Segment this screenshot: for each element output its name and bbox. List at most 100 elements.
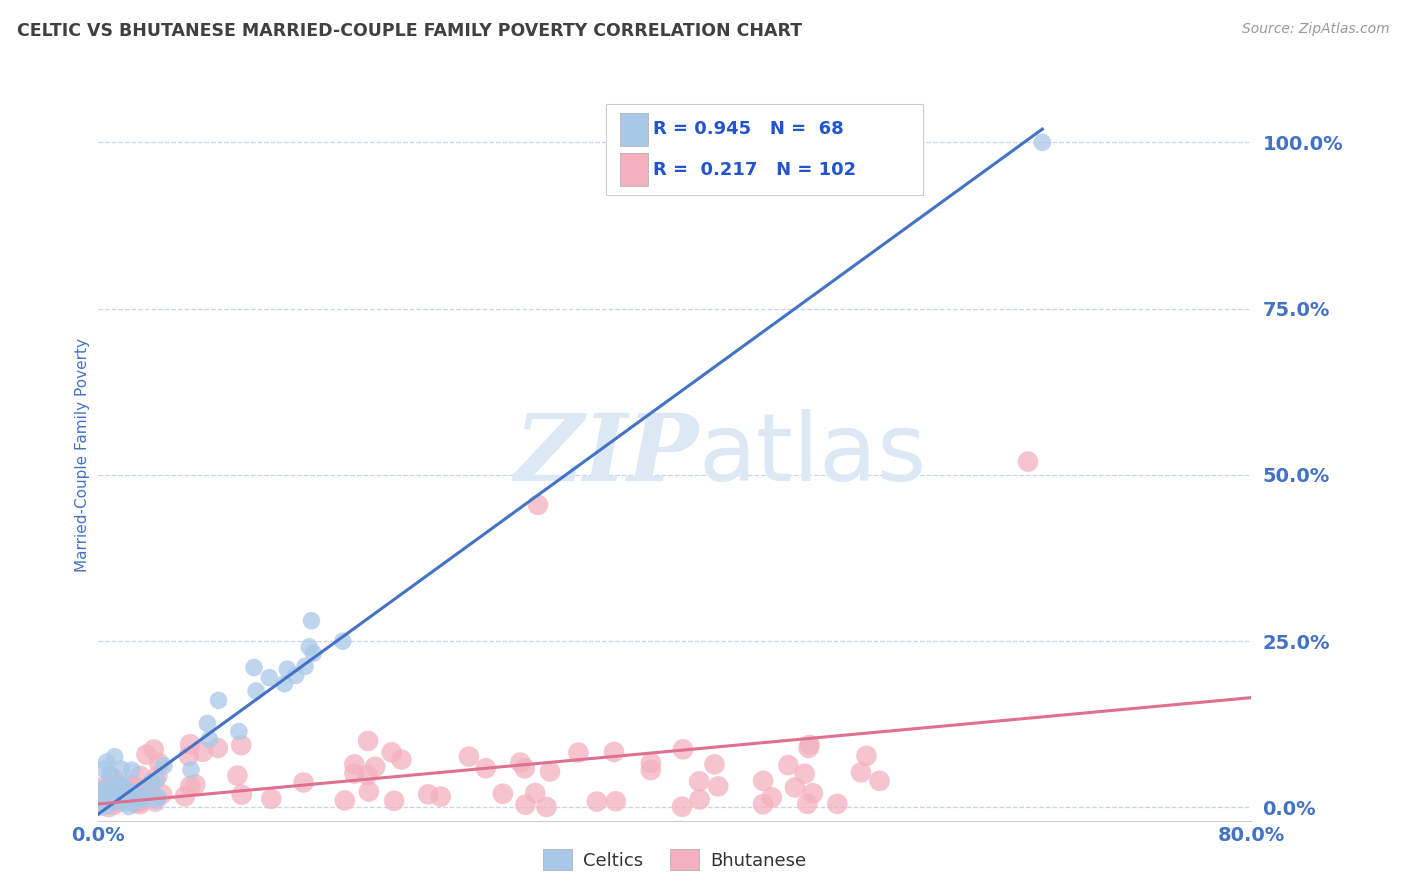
Point <box>513 761 536 775</box>
Point <box>97 800 120 814</box>
Point <box>515 797 537 812</box>
Point <box>198 732 221 747</box>
Point <box>273 676 295 690</box>
Point <box>671 799 693 814</box>
Point <box>207 741 229 756</box>
Point <box>148 790 170 805</box>
Point <box>101 785 124 799</box>
Point <box>796 797 818 811</box>
Point <box>135 747 157 762</box>
Point <box>98 790 121 805</box>
Point <box>98 767 121 781</box>
Text: CELTIC VS BHUTANESE MARRIED-COUPLE FAMILY POVERTY CORRELATION CHART: CELTIC VS BHUTANESE MARRIED-COUPLE FAMIL… <box>17 22 801 40</box>
Point <box>524 786 547 800</box>
Point <box>129 795 152 809</box>
Point <box>153 759 176 773</box>
Point <box>121 778 143 792</box>
Point <box>382 794 405 808</box>
Text: ZIP: ZIP <box>513 410 697 500</box>
Point <box>343 766 366 780</box>
Point <box>527 498 550 512</box>
Point <box>778 758 800 772</box>
FancyBboxPatch shape <box>606 103 922 195</box>
Point <box>134 780 156 795</box>
Point <box>492 787 515 801</box>
Point <box>103 782 125 797</box>
Point <box>103 797 125 812</box>
Point <box>131 782 153 797</box>
Point <box>100 794 122 808</box>
Point <box>173 789 195 804</box>
Point <box>108 780 131 795</box>
Point <box>364 760 387 774</box>
Point <box>707 780 730 794</box>
Point <box>145 795 167 809</box>
Point <box>125 790 148 805</box>
Point <box>89 789 111 804</box>
Point <box>284 668 307 682</box>
Point <box>475 761 498 775</box>
Point <box>121 763 143 777</box>
Point <box>260 791 283 805</box>
Point <box>90 796 112 810</box>
Point <box>184 778 207 792</box>
Point <box>139 783 162 797</box>
Point <box>245 684 267 698</box>
Point <box>689 792 711 806</box>
Point <box>231 738 253 752</box>
FancyBboxPatch shape <box>620 153 648 186</box>
Point <box>356 768 378 782</box>
Point <box>849 765 872 780</box>
Point <box>98 789 121 804</box>
Point <box>94 790 117 805</box>
Point <box>797 741 820 756</box>
Point <box>640 756 662 770</box>
Point <box>101 779 124 793</box>
Point <box>672 742 695 756</box>
Point <box>100 789 122 803</box>
Point <box>110 784 132 798</box>
Text: atlas: atlas <box>697 409 927 501</box>
Point <box>93 784 115 798</box>
Point <box>333 793 356 807</box>
Point <box>122 789 145 803</box>
Point <box>538 764 561 779</box>
Point <box>567 746 589 760</box>
Point <box>429 789 451 804</box>
Point <box>101 784 124 798</box>
Point <box>112 781 135 796</box>
Point <box>228 724 250 739</box>
Point <box>1017 454 1039 468</box>
Point <box>108 793 131 807</box>
Point <box>108 783 131 797</box>
Point <box>132 791 155 805</box>
Point <box>688 774 710 789</box>
Point <box>141 774 163 789</box>
Point <box>91 785 114 799</box>
Point <box>105 783 128 797</box>
Point <box>97 786 120 800</box>
Text: R = 0.945   N =  68: R = 0.945 N = 68 <box>654 120 844 138</box>
Point <box>121 789 143 804</box>
Point <box>150 787 173 801</box>
Point <box>117 782 139 797</box>
Point <box>197 716 219 731</box>
Point <box>783 780 806 795</box>
Point <box>129 797 152 812</box>
Point <box>110 762 132 776</box>
Point <box>122 796 145 810</box>
Point <box>89 800 111 814</box>
Y-axis label: Married-Couple Family Poverty: Married-Couple Family Poverty <box>75 338 90 572</box>
Point <box>827 797 849 811</box>
Point <box>97 786 120 800</box>
Point <box>605 794 627 808</box>
Point <box>180 763 202 777</box>
Point <box>418 787 440 801</box>
Point <box>752 773 775 788</box>
Point <box>115 789 138 803</box>
Point <box>536 800 558 814</box>
Point <box>292 775 315 789</box>
Point <box>105 780 128 794</box>
Point <box>100 794 122 808</box>
Point <box>276 662 298 676</box>
